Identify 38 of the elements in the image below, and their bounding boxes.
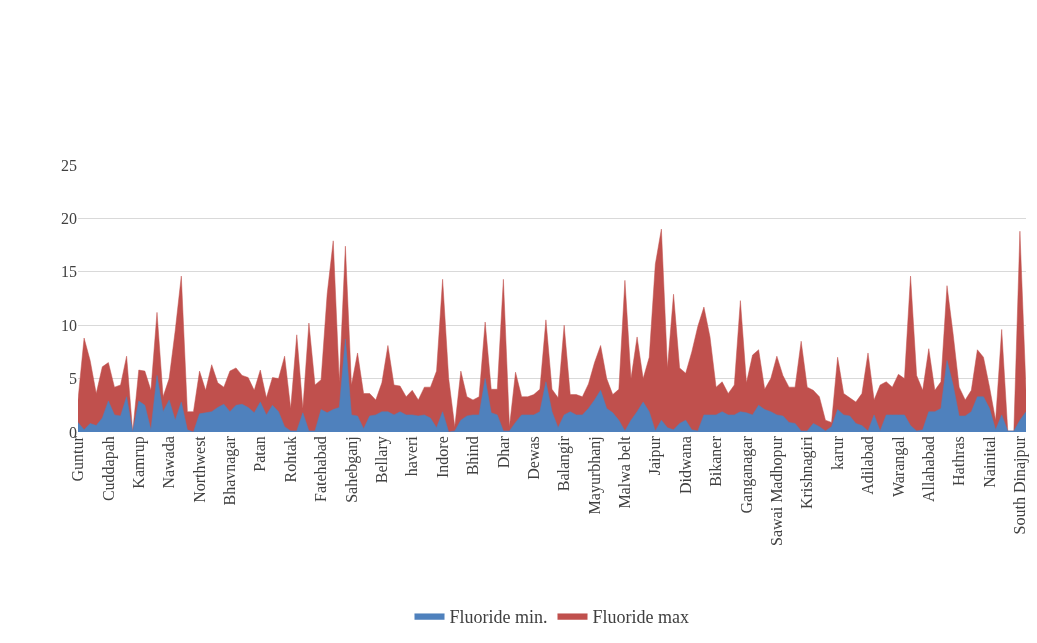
x-tick-label: haveri — [403, 435, 421, 477]
x-tick-label: Dhar — [494, 435, 512, 469]
y-tick-label: 10 — [61, 316, 77, 334]
x-tick-label: Sawai Madhopur — [768, 435, 787, 546]
x-tick-label: Sahebganj — [342, 436, 361, 503]
x-tick-label: Bhavnagar — [221, 435, 240, 506]
x-tick-label: Patan — [251, 436, 269, 472]
x-tick-label: Krishnagiri — [798, 435, 817, 510]
legend-label: Fluoride max — [592, 606, 689, 627]
x-tick-label: Jaipur — [646, 435, 665, 476]
x-tick-label: Nawada — [160, 436, 178, 489]
legend-label: Fluoride min. — [449, 606, 548, 627]
x-tick-label: Rohtak — [281, 436, 299, 483]
x-tick-label: Adilabad — [859, 436, 877, 495]
x-tick-label: Mayurbhanj — [585, 436, 604, 515]
x-tick-label: Cuddapah — [99, 436, 118, 502]
x-tick-label: Bellary — [373, 436, 392, 484]
x-tick-label: Northwest — [190, 435, 208, 503]
x-tick-label: karur — [828, 435, 846, 470]
y-tick-label: 20 — [61, 210, 77, 227]
x-tick-label: Ganganagar — [737, 435, 756, 514]
x-tick-label: Kamrup — [129, 436, 148, 489]
x-tick-label: Bikaner — [707, 435, 725, 487]
x-tick-label: Hathras — [950, 436, 968, 486]
x-tick-label: Warangal — [889, 435, 908, 498]
x-tick-label: Balangir — [555, 435, 574, 492]
x-tick-label: Nainital — [980, 435, 998, 488]
y-tick-label: 15 — [61, 263, 77, 281]
x-tick-label: Bhind — [464, 436, 482, 476]
x-tick-label: Allahabad — [919, 436, 937, 502]
x-tick-label: Dewas — [524, 436, 542, 480]
x-tick-label: Malwa belt — [616, 435, 634, 509]
x-tick-label: Indore — [433, 436, 451, 478]
x-tick-label: Fatehabad — [312, 436, 330, 502]
x-tick-label: Didwana — [676, 436, 694, 494]
x-tick-label: South Dinajpur — [1011, 435, 1030, 535]
y-tick-label: 25 — [61, 156, 77, 174]
y-tick-label: 5 — [69, 370, 77, 388]
